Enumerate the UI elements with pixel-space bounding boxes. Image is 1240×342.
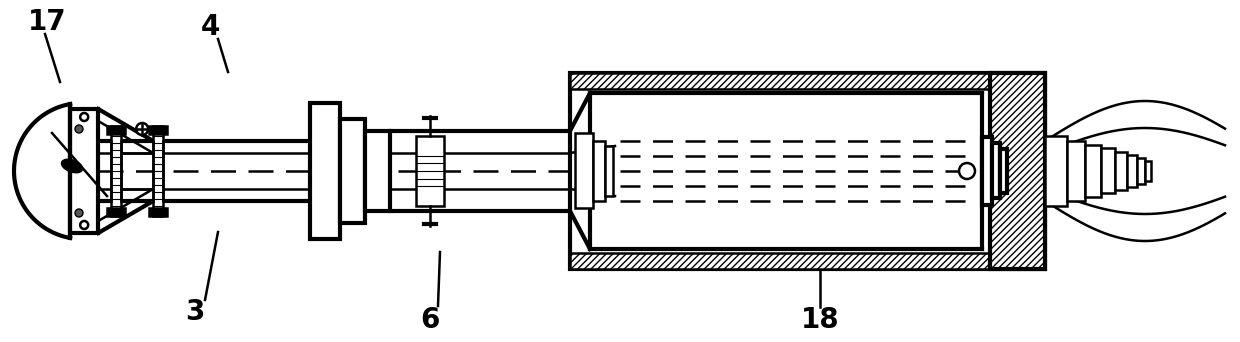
Text: 18: 18 <box>801 306 839 334</box>
Bar <box>149 208 167 216</box>
Bar <box>1101 148 1115 193</box>
Circle shape <box>959 163 975 179</box>
Bar <box>570 73 1045 269</box>
Bar <box>1066 141 1085 201</box>
Polygon shape <box>14 104 71 238</box>
Circle shape <box>74 125 83 133</box>
Bar <box>1145 161 1151 181</box>
Bar <box>1115 152 1127 190</box>
Bar <box>310 103 340 239</box>
Text: 17: 17 <box>29 8 67 36</box>
Bar <box>1127 155 1137 187</box>
Bar <box>1045 136 1066 206</box>
Bar <box>570 73 1045 89</box>
Bar <box>107 208 125 216</box>
Bar <box>999 149 1007 193</box>
Bar <box>570 253 1045 269</box>
Bar <box>990 73 1045 269</box>
Bar <box>415 136 444 206</box>
Bar <box>149 126 167 134</box>
Bar <box>107 126 125 134</box>
Bar <box>575 133 593 208</box>
Text: 4: 4 <box>201 13 219 41</box>
Bar <box>365 131 391 211</box>
Bar <box>112 126 122 216</box>
Bar <box>593 141 605 201</box>
Bar <box>154 126 164 216</box>
Circle shape <box>81 113 88 121</box>
Bar <box>1137 158 1145 184</box>
Circle shape <box>136 123 149 135</box>
Bar <box>982 137 992 205</box>
Bar <box>992 143 999 198</box>
Bar <box>71 109 98 233</box>
Bar <box>340 119 365 223</box>
Ellipse shape <box>62 159 83 173</box>
Circle shape <box>81 221 88 229</box>
Text: 3: 3 <box>185 298 205 326</box>
Bar <box>605 146 613 196</box>
Bar <box>1085 145 1101 197</box>
Circle shape <box>74 209 83 217</box>
Text: 6: 6 <box>420 306 440 334</box>
